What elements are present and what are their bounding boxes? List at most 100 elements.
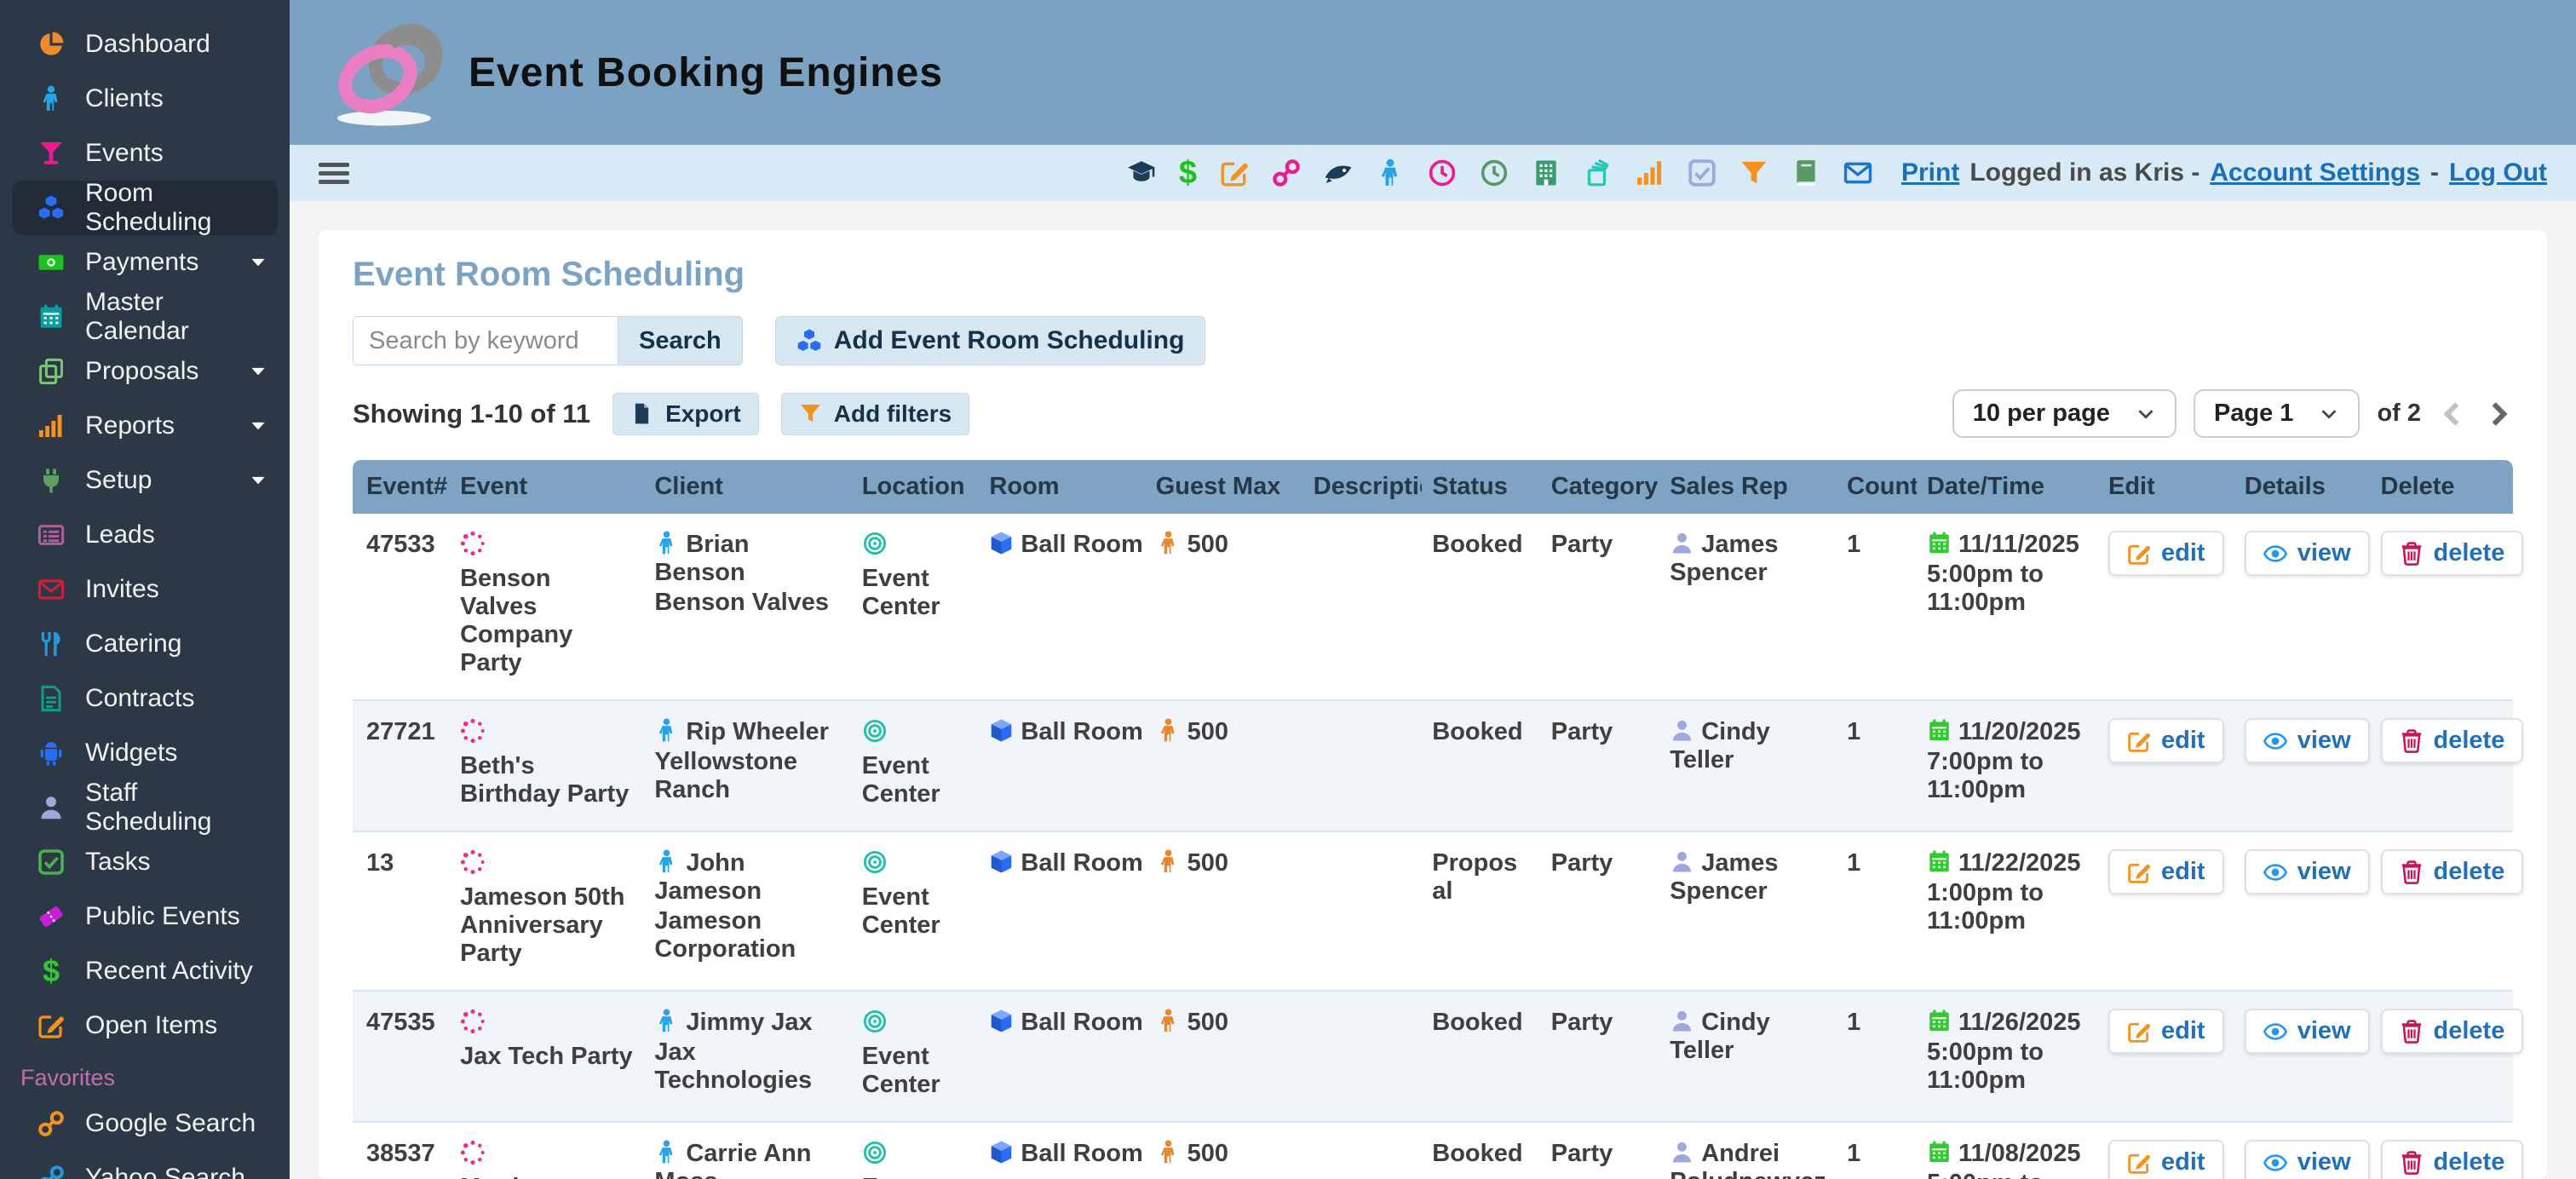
sidebar-item-tasks[interactable]: Tasks [0,835,290,889]
search-input[interactable] [354,317,618,365]
sidebar-item-room-scheduling[interactable]: Room Scheduling [12,181,278,235]
edit-cell: edit [2098,514,2234,700]
sidebar-item-yahoo-search[interactable]: Yahoo Search [0,1151,290,1179]
check-square-icon[interactable] [1688,158,1716,187]
sidebar-item-label: Leads [85,520,155,549]
sidebar-item-master-calendar[interactable]: Master Calendar [0,290,290,344]
pencil-square-icon [2127,542,2151,566]
view-button[interactable]: view [2245,531,2370,576]
location-cell: Event Center [852,991,980,1122]
showing-count-text: Showing 1-10 of 11 [353,399,590,429]
add-event-room-scheduling-button[interactable]: Add Event Room Scheduling [775,316,1206,365]
page-select[interactable]: Page 1 [2194,389,2360,438]
bullseye-icon [862,1009,888,1034]
clock-icon[interactable] [1428,158,1457,187]
event-name: Matrix Celebration Event [460,1174,634,1179]
trash-icon [2400,860,2424,884]
sidebar-item-contracts[interactable]: Contracts [0,671,290,726]
sidebar-item-public-events[interactable]: Public Events [0,889,290,944]
sidebar-item-proposals[interactable]: Proposals [0,344,290,399]
delete-button[interactable]: delete [2381,1140,2524,1179]
edit-cell: edit [2098,991,2234,1122]
table-row: 27721 Beth's Birthday Party Rip Wheeler … [353,700,2513,831]
delete-cell: delete [2371,1122,2513,1179]
person-icon [1156,849,1181,874]
sidebar-item-invites[interactable]: Invites [0,562,290,617]
view-button[interactable]: view [2245,849,2370,894]
filter-icon[interactable] [1739,158,1768,187]
sidebar-item-payments[interactable]: Payments [0,235,290,290]
sidebar-item-setup[interactable]: Setup [0,453,290,508]
person-icon[interactable] [1376,158,1405,187]
edit-button[interactable]: edit [2108,531,2224,576]
file-export-icon [630,402,653,425]
client-cell: Brian Benson Benson Valves [644,514,851,700]
calendar-icon [1927,531,1952,555]
edit-button[interactable]: edit [2108,718,2224,763]
column-header: Client [644,460,851,514]
edit-button[interactable]: edit [2108,849,2224,894]
paper-stack-icon[interactable] [1584,158,1613,187]
details-cell: view [2234,700,2371,831]
sidebar-item-widgets[interactable]: Widgets [0,726,290,780]
sidebar-item-events[interactable]: Events [0,126,290,181]
table-body: 47533 Benson Valves Company Party Brian … [353,514,2513,1179]
location-name: Event Center [862,1043,969,1099]
location-name: Event Center [862,752,969,808]
filter-row: Showing 1-10 of 11 Export Add filters 10… [353,389,2513,438]
rings-logo-icon [329,17,457,128]
edit-button[interactable]: edit [2108,1009,2224,1054]
eye-icon [2263,729,2287,753]
logout-link[interactable]: Log Out [2449,158,2547,187]
column-header: Room [979,460,1145,514]
description-cell [1303,831,1422,991]
search-button[interactable]: Search [618,317,742,365]
envelope-icon[interactable] [1843,158,1872,187]
guest-max-value: 500 [1187,718,1228,745]
status-cell: Booked [1422,1122,1540,1179]
delete-button[interactable]: delete [2381,531,2524,576]
signal-bars-icon[interactable] [1636,158,1665,187]
per-page-select[interactable]: 10 per page [1952,389,2176,438]
sidebar-item-catering[interactable]: Catering [0,617,290,671]
view-button[interactable]: view [2245,1009,2370,1054]
export-button[interactable]: Export [612,393,759,435]
delete-button[interactable]: delete [2381,849,2524,894]
clock-icon[interactable] [1480,158,1509,187]
delete-cell: delete [2371,514,2513,700]
delete-button[interactable]: delete [2381,1009,2524,1054]
sidebar-item-label: Recent Activity [85,957,253,986]
graduation-cap-icon[interactable] [1127,158,1156,187]
pencil-square-icon [2127,1151,2151,1175]
sidebar-item-leads[interactable]: Leads [0,508,290,562]
view-button[interactable]: view [2245,1140,2370,1179]
bullseye-icon [862,1140,888,1165]
hamburger-menu-icon[interactable] [319,163,349,184]
chevron-left-icon[interactable] [2438,400,2467,428]
print-link[interactable]: Print [1901,158,1959,187]
brand-header: Event Booking Engines [290,0,2576,145]
sidebar-item-dashboard[interactable]: Dashboard [0,17,290,72]
dollar-icon[interactable]: $ [1179,158,1197,187]
link-icon[interactable] [1272,158,1301,187]
sidebar-item-staff-scheduling[interactable]: Staff Scheduling [0,780,290,835]
client-cell: Carrie Ann Moss Matrix Productions [644,1122,851,1179]
sidebar-item-reports[interactable]: Reports [0,399,290,453]
eye-icon [2263,1151,2287,1175]
delete-button[interactable]: delete [2381,718,2524,763]
sidebar-item-recent-activity[interactable]: $ Recent Activity [0,944,290,998]
book-icon[interactable] [1791,158,1820,187]
sidebar-item-open-items[interactable]: Open Items [0,998,290,1053]
pencil-square-icon[interactable] [1220,158,1249,187]
sidebar-item-clients[interactable]: Clients [0,72,290,126]
edit-button[interactable]: edit [2108,1140,2224,1179]
building-icon[interactable] [1532,158,1561,187]
shuttle-icon[interactable] [1324,158,1353,187]
view-button[interactable]: view [2245,718,2370,763]
chevron-right-icon[interactable] [2484,400,2513,428]
dash-separator: - [2430,158,2439,187]
add-filters-button[interactable]: Add filters [781,393,969,435]
account-settings-link[interactable]: Account Settings [2210,158,2420,187]
edit-cell: edit [2098,831,2234,991]
sidebar-item-google-search[interactable]: Google Search [0,1096,290,1151]
